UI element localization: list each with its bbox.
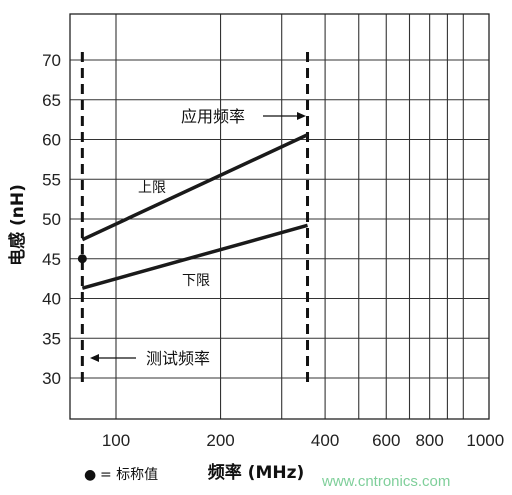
y-tick-label: 30	[42, 369, 61, 388]
app-freq-arrowhead	[297, 112, 306, 120]
series-upper-line	[81, 133, 309, 242]
x-tick-label: 200	[206, 431, 234, 450]
y-tick-labels: 30 35 40 45 50 55 60 65 70	[42, 51, 61, 388]
legend-text: = 标称值	[100, 467, 158, 483]
x-tick-label: 800	[415, 431, 443, 450]
annotation-app-freq: 应用频率	[181, 107, 245, 126]
series-lower-line	[81, 223, 308, 290]
y-axis-title: 电感 (nH)	[7, 184, 28, 266]
y-tick-label: 45	[42, 250, 61, 269]
plot-frame	[69, 13, 490, 420]
x-tick-label: 1000	[466, 431, 504, 450]
nominal-point	[77, 254, 87, 264]
x-tick-label: 400	[311, 431, 339, 450]
legend-dot-icon: ●	[84, 467, 96, 483]
y-tick-label: 65	[42, 91, 61, 110]
y-tick-label: 40	[42, 290, 61, 309]
y-tick-label: 60	[42, 131, 61, 150]
frequency-markers	[80, 52, 310, 388]
y-tick-label: 55	[42, 170, 61, 189]
grid-lines	[70, 14, 489, 419]
x-axis-title: 频率 (MHz)	[208, 462, 305, 483]
x-tick-label: 100	[102, 431, 130, 450]
watermark: www.cntronics.com	[321, 473, 450, 490]
annotation-upper: 上限	[138, 180, 166, 196]
x-tick-labels: 100 200 400 600 800 1000	[102, 431, 504, 450]
y-tick-label: 70	[42, 51, 61, 70]
annotation-lower: 下限	[182, 273, 210, 289]
y-tick-label: 50	[42, 210, 61, 229]
test-freq-arrowhead	[90, 354, 99, 362]
series-lines	[77, 133, 309, 290]
annotation-test-freq: 测试频率	[146, 349, 210, 368]
y-tick-label: 35	[42, 329, 61, 348]
x-tick-label: 600	[372, 431, 400, 450]
